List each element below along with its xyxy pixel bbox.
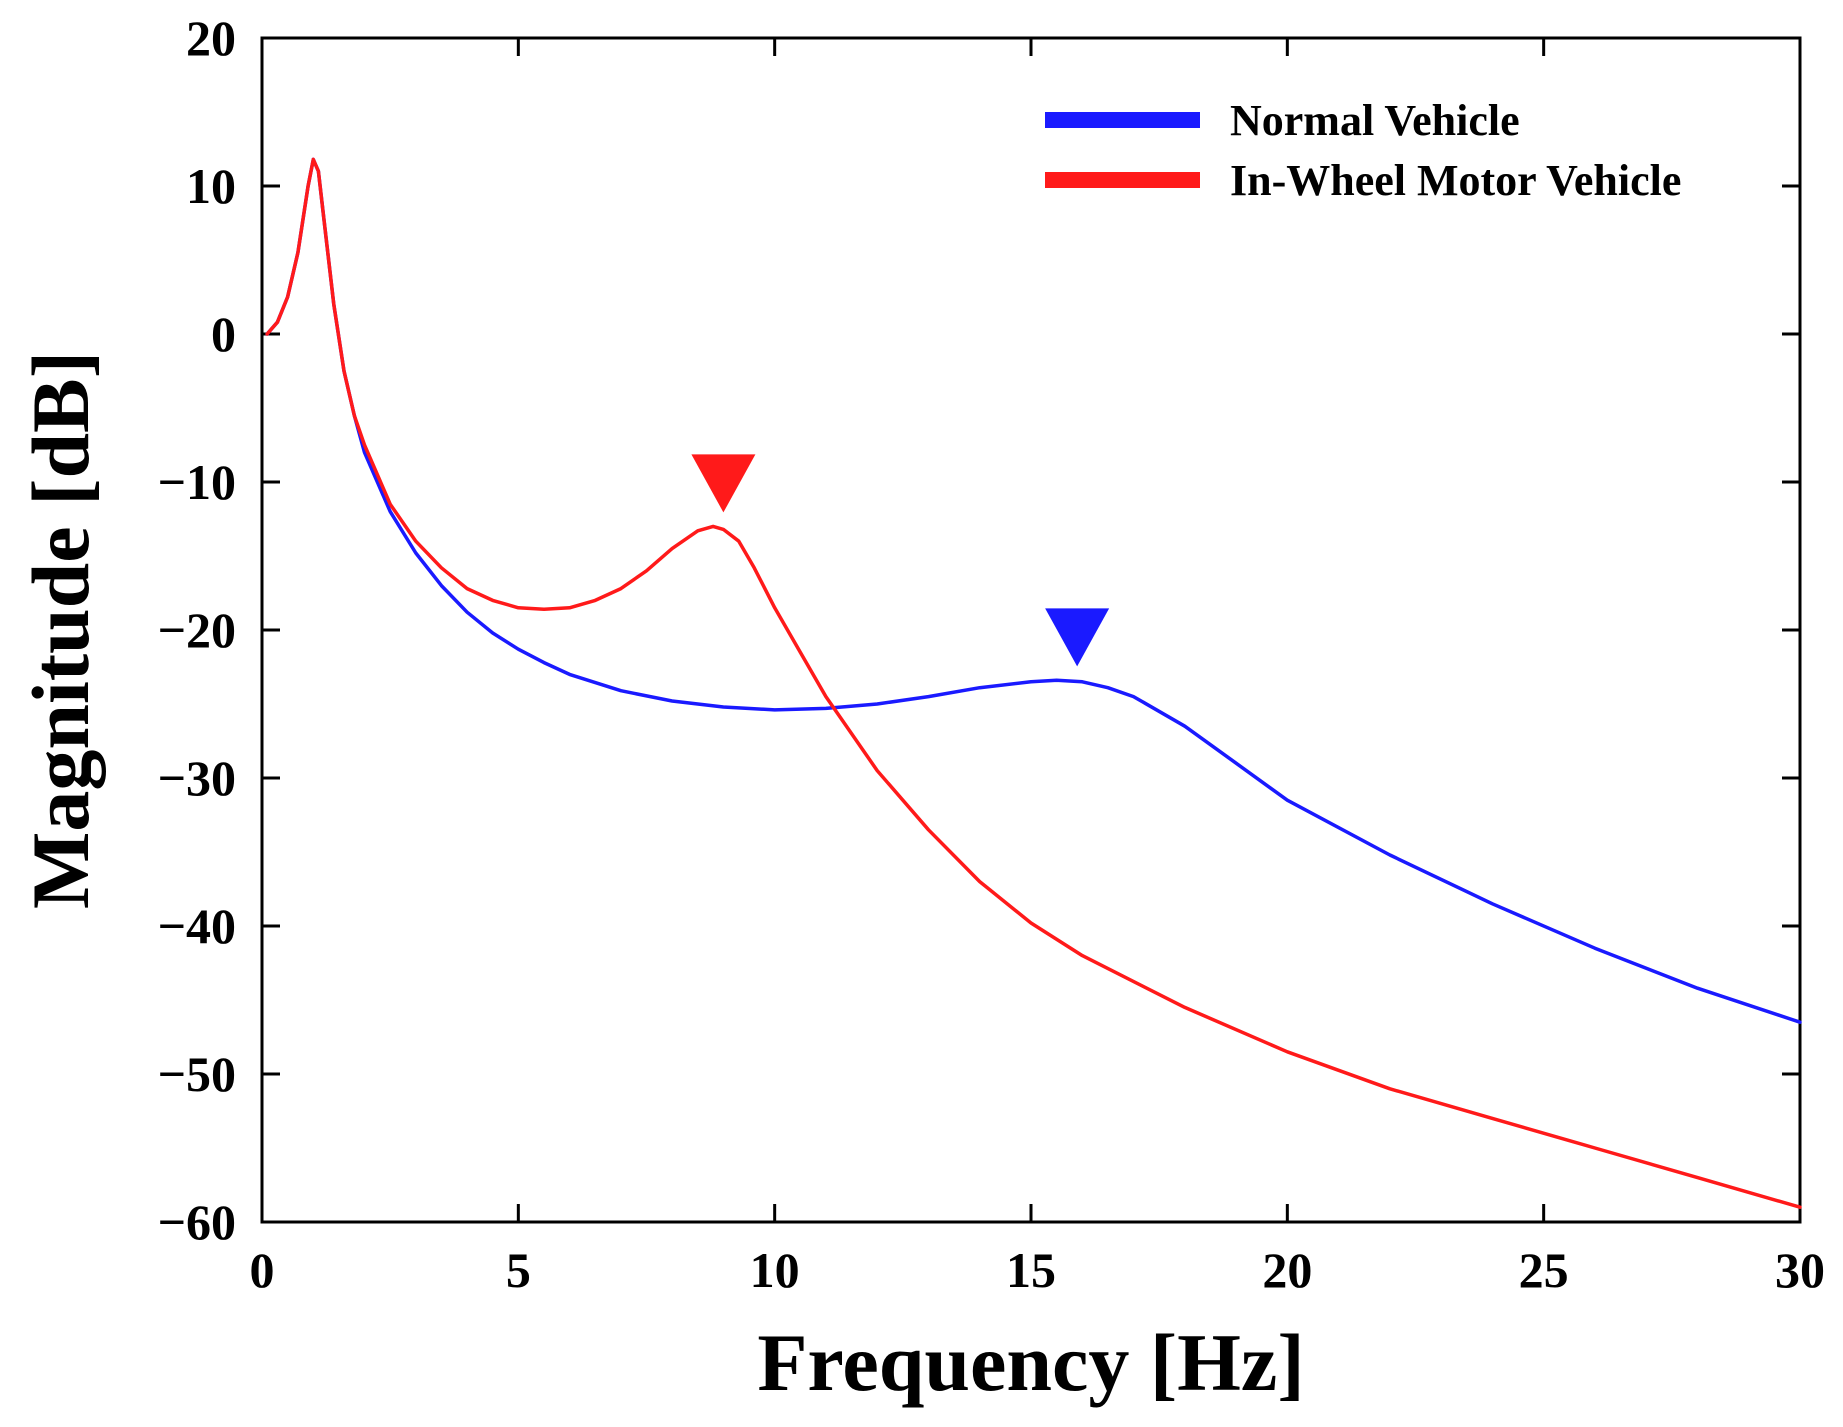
x-tick-label: 30 <box>1775 1242 1825 1298</box>
axis-ticks <box>260 36 1802 1224</box>
legend: Normal Vehicle In-Wheel Motor Vehicle <box>1045 96 1681 205</box>
y-tick-label: 0 <box>211 306 236 362</box>
x-axis-tick-labels: 0 5 10 15 20 25 30 <box>250 1242 1826 1298</box>
y-tick-label: −20 <box>158 602 237 658</box>
x-tick-label: 25 <box>1519 1242 1569 1298</box>
in-wheel-motor-vehicle-line <box>265 157 1802 1209</box>
y-tick-label: −60 <box>158 1194 237 1250</box>
x-tick-label: 0 <box>250 1242 275 1298</box>
normal-vehicle-line <box>265 157 1802 1024</box>
y-tick-label: 20 <box>186 10 236 66</box>
x-tick-label: 20 <box>1262 1242 1312 1298</box>
series-lines <box>265 157 1802 1209</box>
plot-area <box>260 36 1802 1224</box>
x-tick-label: 10 <box>750 1242 800 1298</box>
in-wheel-peak-marker-icon <box>691 454 756 513</box>
x-axis-title: Frequency [Hz] <box>757 1317 1304 1408</box>
y-tick-label: −40 <box>158 898 237 954</box>
legend-label: Normal Vehicle <box>1230 96 1520 145</box>
normal-peak-marker-icon <box>1045 608 1110 667</box>
x-tick-label: 15 <box>1006 1242 1056 1298</box>
legend-label: In-Wheel Motor Vehicle <box>1230 156 1681 205</box>
y-tick-label: 10 <box>186 158 236 214</box>
y-tick-label: −10 <box>158 454 237 510</box>
x-tick-label: 5 <box>506 1242 531 1298</box>
y-axis-title: Magnitude [dB] <box>15 351 106 909</box>
y-tick-label: −50 <box>158 1046 237 1102</box>
y-axis-tick-labels: 20 10 0 −10 −20 −30 −40 −50 −60 <box>158 10 237 1250</box>
plot-border <box>260 36 1802 1224</box>
y-tick-label: −30 <box>158 750 237 806</box>
peak-markers <box>691 454 1110 667</box>
